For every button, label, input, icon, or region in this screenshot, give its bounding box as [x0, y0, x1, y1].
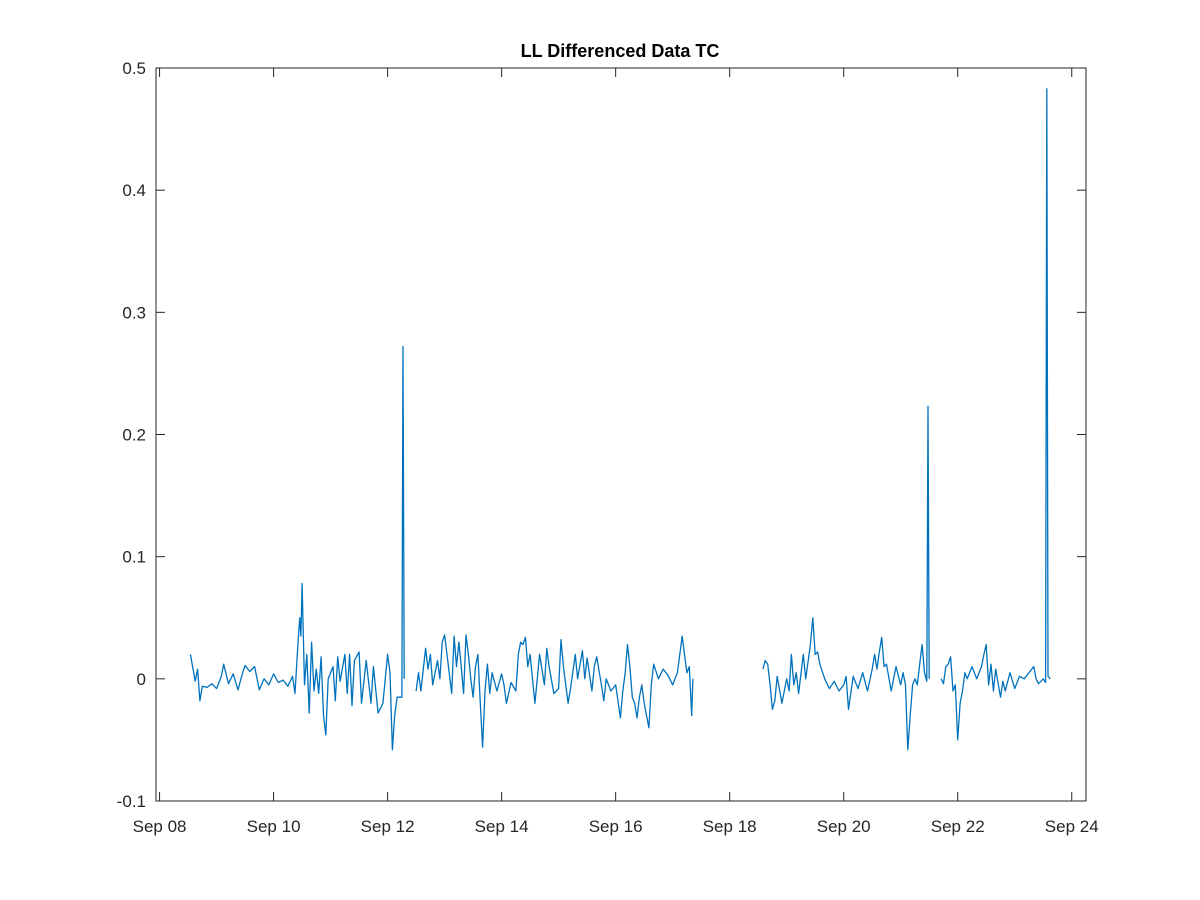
x-tick-label: Sep 24: [1045, 817, 1099, 836]
y-tick-label: 0.1: [122, 548, 146, 567]
y-tick-label: 0.3: [122, 303, 146, 322]
y-tick-label: 0: [137, 670, 146, 689]
x-tick-label: Sep 12: [361, 817, 415, 836]
y-tick-label: 0.2: [122, 426, 146, 445]
series-layer: [189, 88, 1051, 751]
x-tick-label: Sep 20: [817, 817, 871, 836]
series-line-segment: [762, 405, 930, 751]
x-tick-label: Sep 16: [589, 817, 643, 836]
x-tick-label: Sep 08: [133, 817, 187, 836]
series-line-segment: [189, 345, 405, 751]
x-tick-label: Sep 22: [931, 817, 985, 836]
plot-area: Sep 08 Sep 10 Sep 12 Sep 14 Sep 16 Sep 18 Sep …: [117, 59, 1099, 836]
y-axis: 0.5 0.4 0.3 0.2 0.1 0 -0.1: [117, 59, 1086, 811]
y-tick-label: 0.5: [122, 59, 146, 78]
x-tick-label: Sep 18: [703, 817, 757, 836]
chart-title: LL Differenced Data TC: [521, 41, 720, 61]
y-tick-label: -0.1: [117, 792, 146, 811]
series-line-segment: [940, 88, 1051, 741]
series-line-segment: [415, 634, 694, 748]
y-tick-label: 0.4: [122, 181, 146, 200]
x-tick-label: Sep 14: [475, 817, 529, 836]
x-tick-label: Sep 10: [247, 817, 301, 836]
x-axis: Sep 08 Sep 10 Sep 12 Sep 14 Sep 16 Sep 18 Sep …: [133, 68, 1099, 836]
